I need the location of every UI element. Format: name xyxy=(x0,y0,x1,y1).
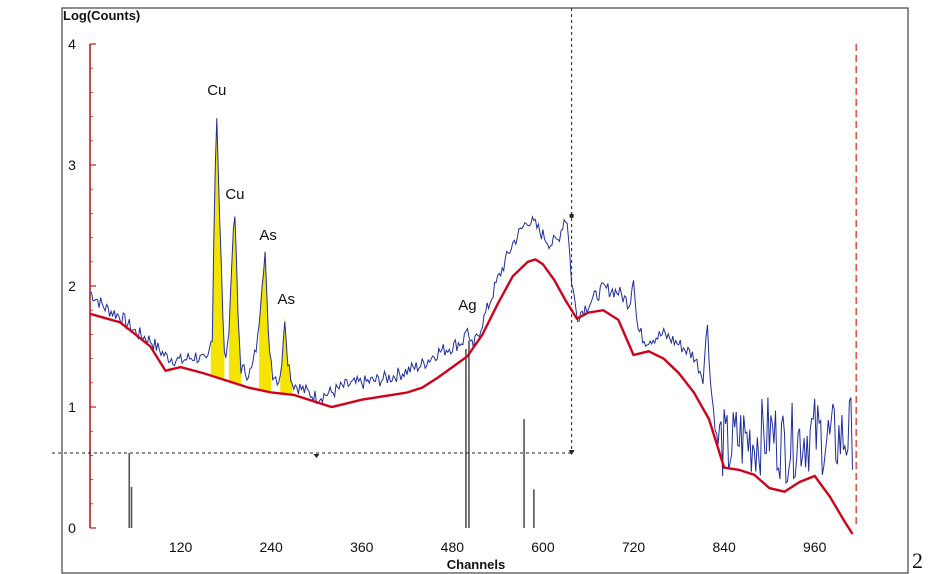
x-tick-labels: 120 240 360 480 600 720 840 960 xyxy=(169,539,827,555)
y-tick-label: 4 xyxy=(68,36,76,52)
y-tick-label: 0 xyxy=(68,520,76,536)
x-tick-label: 600 xyxy=(531,539,555,555)
peak-fill xyxy=(259,252,272,393)
y-tick-label: 2 xyxy=(68,278,76,294)
cursor-handle xyxy=(569,213,574,218)
peak-label: Ag xyxy=(458,297,476,314)
x-tick-label: 360 xyxy=(350,539,374,555)
x-axis-title: Channels xyxy=(447,557,506,572)
plot-border xyxy=(61,7,909,574)
x-tick-label: 840 xyxy=(712,539,736,555)
line-markers xyxy=(128,340,535,528)
spectrum-line xyxy=(89,118,853,485)
peak-label: As xyxy=(278,291,296,308)
peak-label: Cu xyxy=(207,82,226,99)
y-tick-label: 1 xyxy=(68,399,76,415)
cursor-arrow xyxy=(313,453,320,458)
peak-labels: Cu Cu As As Ag xyxy=(207,82,476,314)
x-tick-label: 960 xyxy=(803,539,827,555)
peak-label: Cu xyxy=(225,186,244,203)
figure-number: 2 xyxy=(912,548,923,573)
y-tick-labels: 0 1 2 3 4 xyxy=(68,36,96,536)
peak-fill xyxy=(280,316,293,395)
y-axis-title: Log(Counts) xyxy=(63,8,140,23)
peak-label: As xyxy=(259,227,277,244)
peak-fills xyxy=(210,114,293,395)
y-tick-label: 3 xyxy=(68,157,76,173)
x-tick-label: 120 xyxy=(169,539,193,555)
peak-fill xyxy=(210,114,225,380)
cursor-arrow xyxy=(568,449,575,455)
cursor-crosshair[interactable] xyxy=(52,8,575,458)
x-tick-label: 720 xyxy=(622,539,646,555)
x-tick-label: 480 xyxy=(441,539,465,555)
background-fit-line xyxy=(89,258,854,535)
x-tick-label: 240 xyxy=(259,539,283,555)
